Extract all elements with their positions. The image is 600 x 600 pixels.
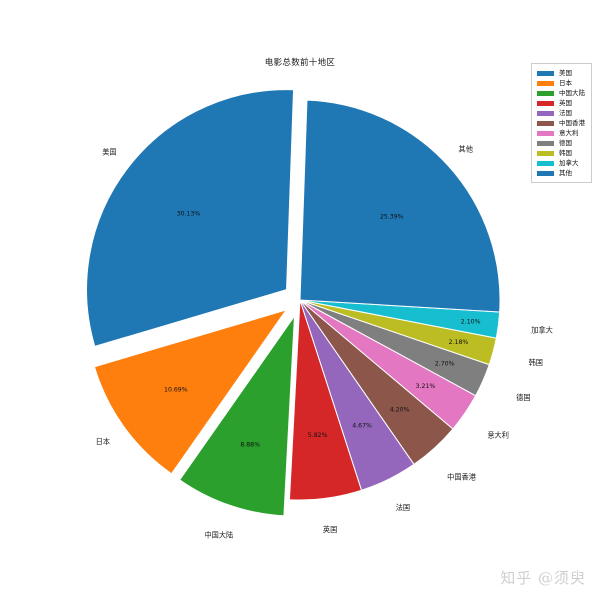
legend-item[interactable]: 中国大陆 (537, 88, 585, 98)
pie-slice-category-label: 中国大陆 (204, 530, 233, 539)
legend-item-label: 意大利 (559, 129, 579, 137)
pie-slice-percent-label: 2.10% (461, 319, 481, 326)
legend-item-label: 韩国 (559, 149, 572, 157)
legend-swatch-icon (537, 90, 554, 96)
pie-slice-category-label: 韩国 (529, 358, 543, 367)
legend-swatch-icon (537, 170, 554, 176)
legend-item-label: 美国 (559, 69, 572, 77)
legend-swatch-icon (537, 140, 554, 146)
pie-slice-category-label: 加拿大 (531, 326, 553, 335)
legend-item[interactable]: 德国 (537, 138, 585, 148)
pie-slice-category-label: 法国 (396, 503, 410, 512)
legend-swatch-icon (537, 110, 554, 116)
pie-slice-percent-label: 2.70% (435, 361, 455, 368)
pie-slice[interactable] (299, 99, 501, 313)
legend-item-label: 日本 (559, 79, 572, 87)
watermark: 知乎 @须臾 (500, 569, 586, 587)
pie-slice[interactable] (179, 314, 296, 517)
legend-item[interactable]: 日本 (537, 78, 585, 88)
legend-item[interactable]: 法国 (537, 108, 585, 118)
pie-slice-category-label: 日本 (96, 437, 110, 446)
legend-item[interactable]: 韩国 (537, 148, 585, 158)
legend-item-label: 中国大陆 (559, 89, 585, 97)
legend-item-label: 德国 (559, 139, 572, 147)
legend-item-label: 中国香港 (559, 119, 585, 127)
legend-item-label: 加拿大 (559, 159, 579, 167)
legend: 美国日本中国大陆英国法国中国香港意大利德国韩国加拿大其他 (531, 63, 592, 183)
legend-item[interactable]: 意大利 (537, 128, 585, 138)
legend-item[interactable]: 英国 (537, 98, 585, 108)
pie-slice-category-label: 美国 (102, 147, 116, 156)
pie-slice-percent-label: 10.69% (164, 386, 188, 393)
pie-slice-category-label: 意大利 (487, 430, 509, 439)
pie-slice-category-label: 其他 (459, 144, 473, 153)
legend-item[interactable]: 加拿大 (537, 158, 585, 168)
pie-slice-group (86, 89, 501, 517)
pie-slice-percent-label: 4.67% (352, 422, 372, 429)
legend-item[interactable]: 其他 (537, 168, 585, 178)
legend-swatch-icon (537, 160, 554, 166)
legend-swatch-icon (537, 120, 554, 126)
pie-slice-percent-label: 4.20% (390, 406, 410, 413)
pie-slice-percent-label: 3.21% (416, 383, 436, 390)
legend-swatch-icon (537, 100, 554, 106)
legend-swatch-icon (537, 80, 554, 86)
legend-swatch-icon (537, 70, 554, 76)
legend-item[interactable]: 中国香港 (537, 118, 585, 128)
pie-slice-category-label: 英国 (323, 525, 337, 534)
legend-item[interactable]: 美国 (537, 68, 585, 78)
pie-slice[interactable] (93, 309, 288, 475)
pie-slice-percent-label: 2.18% (449, 339, 469, 346)
pie-slice[interactable] (86, 89, 295, 348)
legend-item-label: 法国 (559, 109, 572, 117)
legend-swatch-icon (537, 130, 554, 136)
legend-item-label: 其他 (559, 169, 572, 177)
pie-slice-percent-label: 5.82% (308, 432, 328, 439)
pie-slice-category-label: 德国 (516, 393, 530, 402)
legend-swatch-icon (537, 150, 554, 156)
chart-title: 电影总数前十地区 (264, 58, 336, 68)
legend-item-label: 英国 (559, 99, 572, 107)
pie-slice-category-label: 中国香港 (447, 472, 477, 481)
pie-slice-percent-label: 8.88% (240, 442, 260, 449)
pie-slice-percent-label: 25.39% (380, 214, 404, 221)
pie-percent-label-group: 30.13% 10.69% 8.88% 5.82% 4.67% 4.20% 3.21% 2.7… (164, 211, 481, 449)
pie-slice-percent-label: 30.13% (177, 211, 201, 218)
